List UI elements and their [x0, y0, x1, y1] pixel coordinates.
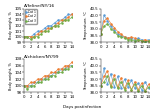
Y-axis label: Body weight, %: Body weight, %: [9, 62, 13, 90]
Cat 2: [50, 28, 52, 29]
Y-axis label: Temperature, °C: Temperature, °C: [84, 11, 88, 40]
Y-axis label: Temperature, °C: Temperature, °C: [84, 61, 88, 90]
Cat 2: [54, 25, 56, 26]
Line: Cat 1: Cat 1: [23, 14, 72, 37]
Line: Cat 3: Cat 3: [23, 17, 72, 40]
Legend: Cat 1, Cat 2, Cat 3: Cat 1, Cat 2, Cat 3: [25, 9, 37, 24]
Cat 3: [40, 33, 42, 35]
Cat 2: [37, 33, 39, 35]
Cat 1: [40, 30, 42, 32]
Cat 1: [27, 36, 28, 37]
Cat 3: [50, 28, 52, 29]
Cat 3: [54, 25, 56, 26]
Line: Cat 2: Cat 2: [23, 14, 72, 37]
Cat 3: [44, 30, 45, 32]
Cat 2: [30, 36, 32, 37]
Cat 1: [47, 25, 49, 26]
Cat 2: [64, 19, 66, 21]
Cat 3: [71, 16, 73, 18]
Text: A/chicken/NY/99: A/chicken/NY/99: [24, 55, 60, 59]
Cat 3: [68, 19, 69, 21]
Cat 3: [37, 36, 39, 37]
Cat 2: [23, 36, 25, 37]
Cat 1: [68, 14, 69, 15]
Cat 3: [64, 19, 66, 21]
Cat 1: [54, 22, 56, 23]
Cat 3: [47, 30, 49, 32]
Cat 2: [61, 19, 63, 21]
Cat 3: [27, 36, 28, 37]
Cat 3: [33, 36, 35, 37]
Cat 2: [71, 14, 73, 15]
Cat 2: [27, 36, 28, 37]
Cat 3: [23, 36, 25, 37]
Cat 1: [50, 25, 52, 26]
Cat 1: [30, 36, 32, 37]
Cat 3: [30, 39, 32, 40]
Cat 2: [68, 16, 69, 18]
Cat 2: [33, 36, 35, 37]
Cat 1: [57, 19, 59, 21]
Cat 1: [23, 36, 25, 37]
Cat 1: [44, 28, 45, 29]
Cat 1: [37, 30, 39, 32]
Cat 3: [57, 25, 59, 26]
Cat 2: [57, 22, 59, 23]
Text: Days postinfection: Days postinfection: [63, 105, 102, 109]
Cat 2: [47, 28, 49, 29]
Text: A/feline/NY/16: A/feline/NY/16: [24, 4, 55, 8]
Cat 1: [33, 33, 35, 35]
Cat 2: [40, 30, 42, 32]
Cat 2: [44, 30, 45, 32]
Cat 3: [61, 22, 63, 23]
Cat 1: [71, 14, 73, 15]
Cat 1: [61, 19, 63, 21]
Y-axis label: Body weight, %: Body weight, %: [9, 12, 13, 39]
Cat 1: [64, 16, 66, 18]
